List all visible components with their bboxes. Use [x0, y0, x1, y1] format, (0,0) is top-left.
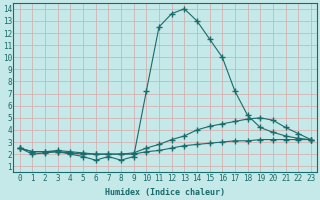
X-axis label: Humidex (Indice chaleur): Humidex (Indice chaleur): [105, 188, 225, 197]
